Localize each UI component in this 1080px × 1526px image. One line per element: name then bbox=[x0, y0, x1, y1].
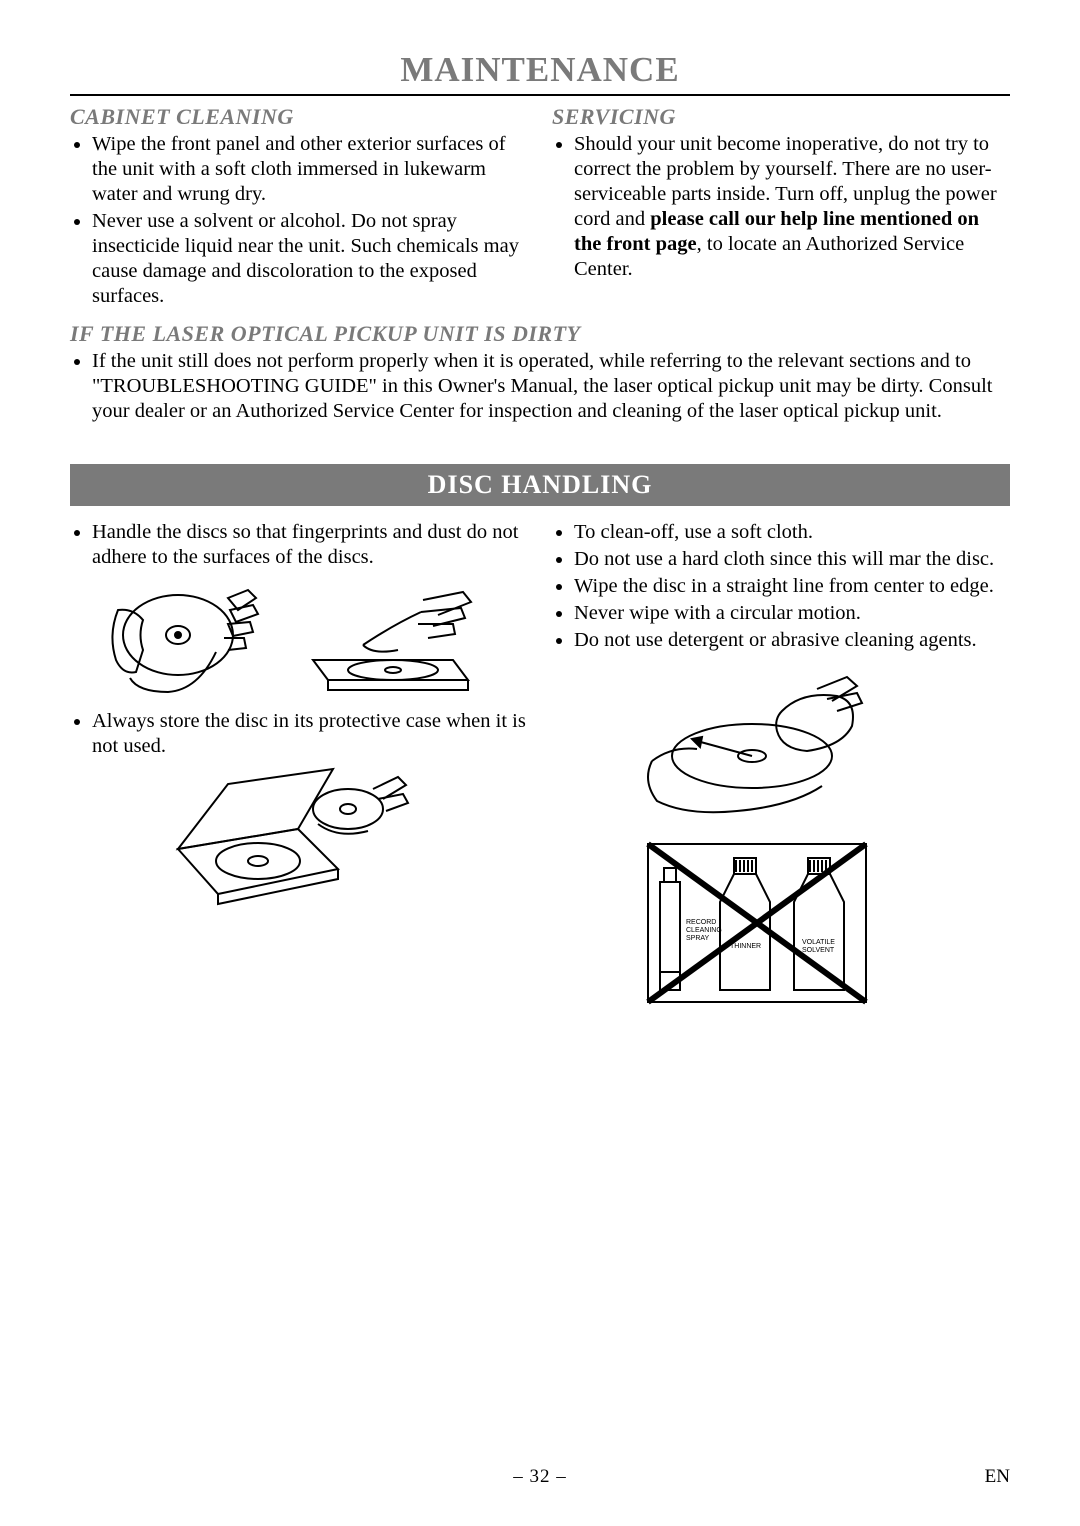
disc-right-col: To clean-off, use a soft cloth. Do not u… bbox=[552, 520, 1010, 1025]
no-solvent-illustration: RECORD CLEANING SPRAY THINNER VOLATILE S… bbox=[642, 838, 1010, 1013]
servicing-section: SERVICING Should your unit become inoper… bbox=[552, 104, 1010, 313]
record-spray-label3: SPRAY bbox=[686, 935, 710, 942]
cabinet-item: Wipe the front panel and other exterior … bbox=[92, 132, 528, 207]
laser-heading: IF THE LASER OPTICAL PICKUP UNIT IS DIRT… bbox=[70, 321, 1010, 347]
disc-left-col: Handle the discs so that fingerprints an… bbox=[70, 520, 528, 1025]
no-solvent-icon: RECORD CLEANING SPRAY THINNER VOLATILE S… bbox=[642, 838, 872, 1008]
disc-clean-item: Wipe the disc in a straight line from ce… bbox=[574, 574, 1010, 599]
disc-handle-item: Handle the discs so that fingerprints an… bbox=[92, 520, 528, 570]
cabinet-cleaning-section: CABINET CLEANING Wipe the front panel an… bbox=[70, 104, 528, 313]
manual-page: MAINTENANCE CABINET CLEANING Wipe the fr… bbox=[0, 0, 1080, 1526]
record-spray-label: RECORD bbox=[686, 919, 716, 926]
laser-list: If the unit still does not perform prope… bbox=[70, 349, 1010, 424]
disc-clean-item: To clean-off, use a soft cloth. bbox=[574, 520, 1010, 545]
cabinet-item: Never use a solvent or alcohol. Do not s… bbox=[92, 209, 528, 309]
disc-clean-item: Never wipe with a circular motion. bbox=[574, 601, 1010, 626]
page-number: – 32 – bbox=[513, 1466, 567, 1488]
page-footer: – 32 – EN bbox=[0, 1466, 1080, 1488]
servicing-item: Should your unit become inoperative, do … bbox=[574, 132, 1010, 282]
title-rule bbox=[70, 94, 1010, 96]
cabinet-list: Wipe the front panel and other exterior … bbox=[70, 132, 528, 309]
disc-columns: Handle the discs so that fingerprints an… bbox=[70, 520, 1010, 1025]
hold-disc-edge-icon bbox=[98, 580, 273, 695]
servicing-heading: SERVICING bbox=[552, 104, 1010, 130]
disc-store-item: Always store the disc in its protective … bbox=[92, 709, 528, 759]
maintenance-columns: CABINET CLEANING Wipe the front panel an… bbox=[70, 104, 1010, 313]
disc-left-list-2: Always store the disc in its protective … bbox=[70, 709, 528, 759]
disc-hold-illustrations bbox=[98, 580, 528, 695]
disc-clean-item: Do not use a hard cloth since this will … bbox=[574, 547, 1010, 572]
disc-handling-bar: DISC HANDLING bbox=[70, 464, 1010, 506]
laser-item: If the unit still does not perform prope… bbox=[92, 349, 1010, 424]
disc-case-illustration bbox=[98, 769, 528, 924]
page-title: MAINTENANCE bbox=[70, 50, 1010, 90]
volatile-label2: SOLVENT bbox=[802, 947, 835, 954]
disc-right-list: To clean-off, use a soft cloth. Do not u… bbox=[552, 520, 1010, 653]
servicing-list: Should your unit become inoperative, do … bbox=[552, 132, 1010, 282]
disc-clean-item: Do not use detergent or abrasive cleanin… bbox=[574, 628, 1010, 653]
wipe-disc-icon bbox=[642, 671, 872, 821]
cabinet-heading: CABINET CLEANING bbox=[70, 104, 528, 130]
footer-lang: EN bbox=[985, 1466, 1010, 1488]
disc-case-icon bbox=[158, 769, 418, 919]
insert-disc-tray-icon bbox=[303, 590, 478, 695]
record-spray-label2: CLEANING bbox=[686, 927, 722, 934]
thinner-label: THINNER bbox=[730, 943, 761, 950]
volatile-label1: VOLATILE bbox=[802, 939, 835, 946]
disc-left-list-1: Handle the discs so that fingerprints an… bbox=[70, 520, 528, 570]
wipe-disc-illustration bbox=[642, 671, 1010, 826]
